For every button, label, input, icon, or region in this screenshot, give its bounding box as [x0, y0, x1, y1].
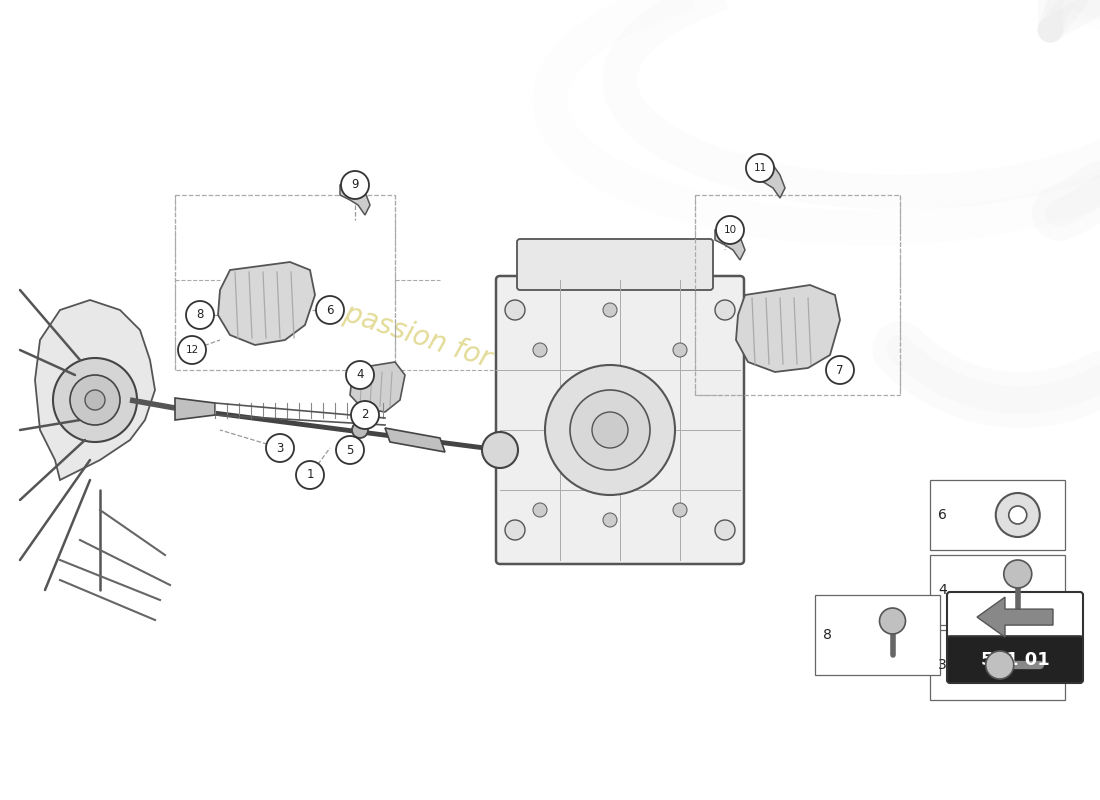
- Circle shape: [716, 216, 744, 244]
- FancyBboxPatch shape: [930, 480, 1065, 550]
- Text: 7: 7: [836, 363, 844, 377]
- Circle shape: [715, 300, 735, 320]
- Circle shape: [70, 375, 120, 425]
- Circle shape: [266, 434, 294, 462]
- Circle shape: [346, 361, 374, 389]
- Circle shape: [53, 358, 138, 442]
- Circle shape: [186, 301, 214, 329]
- Polygon shape: [385, 428, 446, 452]
- Circle shape: [316, 296, 344, 324]
- Text: 4: 4: [356, 369, 364, 382]
- Polygon shape: [715, 227, 745, 260]
- Circle shape: [178, 336, 206, 364]
- Text: 8: 8: [823, 628, 832, 642]
- Circle shape: [351, 401, 380, 429]
- Circle shape: [603, 303, 617, 317]
- Circle shape: [352, 422, 368, 438]
- Circle shape: [715, 520, 735, 540]
- Text: 12: 12: [186, 345, 199, 355]
- Polygon shape: [977, 597, 1053, 637]
- Circle shape: [746, 154, 774, 182]
- Polygon shape: [35, 300, 155, 480]
- Circle shape: [534, 343, 547, 357]
- Circle shape: [592, 412, 628, 448]
- Circle shape: [85, 390, 104, 410]
- Text: 8: 8: [196, 309, 204, 322]
- Polygon shape: [755, 165, 785, 198]
- Circle shape: [336, 436, 364, 464]
- FancyBboxPatch shape: [930, 555, 1065, 625]
- Circle shape: [986, 651, 1014, 679]
- Text: 2: 2: [361, 409, 368, 422]
- Circle shape: [544, 365, 675, 495]
- Circle shape: [673, 343, 688, 357]
- Text: 1: 1: [306, 469, 313, 482]
- FancyBboxPatch shape: [517, 239, 713, 290]
- Text: 11: 11: [754, 163, 767, 173]
- Circle shape: [996, 493, 1040, 537]
- Circle shape: [1003, 560, 1032, 588]
- Text: 6: 6: [327, 303, 333, 317]
- FancyBboxPatch shape: [496, 276, 744, 564]
- Bar: [695, 195, 900, 395]
- Text: 5: 5: [346, 443, 354, 457]
- Polygon shape: [175, 398, 214, 420]
- Bar: [175, 195, 395, 370]
- Circle shape: [570, 390, 650, 470]
- FancyBboxPatch shape: [815, 595, 940, 675]
- Circle shape: [534, 503, 547, 517]
- Text: 9: 9: [351, 178, 359, 191]
- Circle shape: [341, 171, 368, 199]
- Text: 4: 4: [938, 583, 947, 597]
- FancyBboxPatch shape: [947, 592, 1084, 642]
- Polygon shape: [218, 262, 315, 345]
- Text: 3: 3: [938, 658, 947, 672]
- Text: 10: 10: [724, 225, 737, 235]
- Circle shape: [505, 300, 525, 320]
- Circle shape: [1009, 506, 1026, 524]
- Text: 501 01: 501 01: [980, 650, 1049, 669]
- FancyBboxPatch shape: [930, 630, 1065, 700]
- Circle shape: [826, 356, 854, 384]
- FancyBboxPatch shape: [947, 636, 1084, 683]
- Text: 3: 3: [276, 442, 284, 454]
- Circle shape: [673, 503, 688, 517]
- Circle shape: [880, 608, 905, 634]
- Circle shape: [296, 461, 324, 489]
- Circle shape: [505, 520, 525, 540]
- Text: a passion for parts since 1985: a passion for parts since 1985: [316, 292, 724, 448]
- Polygon shape: [350, 362, 405, 412]
- Text: 6: 6: [938, 508, 947, 522]
- Polygon shape: [340, 182, 370, 215]
- Polygon shape: [736, 285, 840, 372]
- Circle shape: [603, 513, 617, 527]
- Circle shape: [482, 432, 518, 468]
